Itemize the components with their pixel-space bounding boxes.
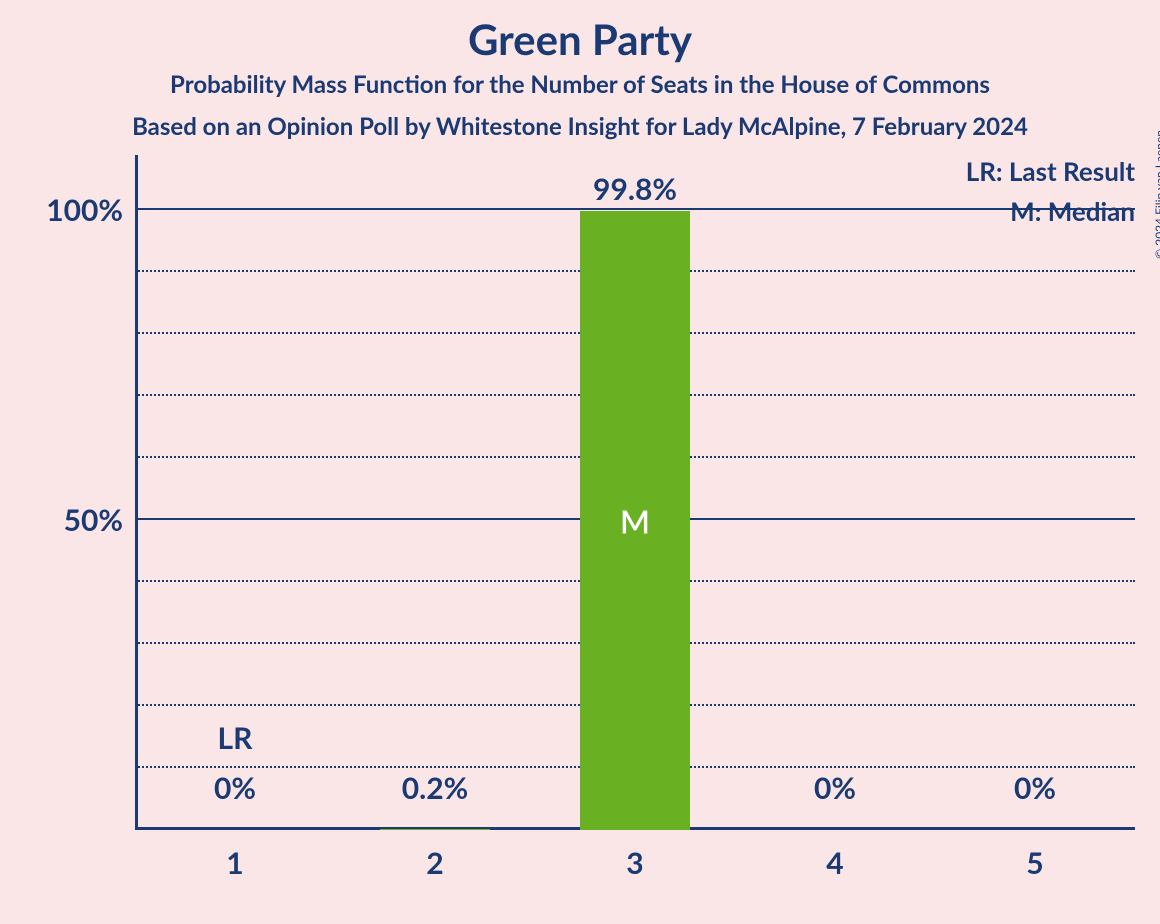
chart-title: Green Party	[0, 14, 1160, 64]
x-tick-label: 1	[226, 845, 243, 881]
value-label: 99.8%	[593, 171, 677, 207]
legend-m: M: Median	[1010, 195, 1135, 227]
value-label: 0%	[214, 770, 256, 806]
grid-major	[135, 208, 1135, 210]
legend-lr: LR: Last Result	[966, 155, 1135, 187]
bar	[380, 829, 490, 830]
copyright-text: © 2024 Filip van Laenen	[1152, 130, 1160, 259]
value-label: 0%	[814, 770, 856, 806]
x-tick-label: 2	[426, 845, 443, 881]
x-tick-label: 4	[826, 845, 843, 881]
value-label: 0.2%	[402, 770, 469, 806]
chart-plot-area: LR: Last Result M: Median 50%100%0%1LR0.…	[135, 210, 1135, 830]
x-tick-label: 5	[1026, 845, 1043, 881]
x-tick-label: 3	[626, 845, 643, 881]
chart-subtitle-1: Probability Mass Function for the Number…	[0, 70, 1160, 99]
value-label: 0%	[1014, 770, 1056, 806]
lr-marker: LR	[218, 720, 253, 756]
y-tick-label: 100%	[46, 192, 123, 228]
median-marker: M	[620, 501, 650, 540]
y-tick-label: 50%	[64, 502, 123, 538]
chart-subtitle-2: Based on an Opinion Poll by Whitestone I…	[0, 112, 1160, 141]
y-axis	[135, 155, 138, 830]
